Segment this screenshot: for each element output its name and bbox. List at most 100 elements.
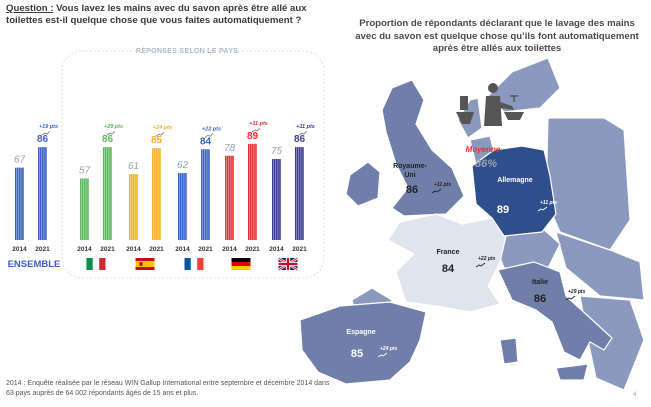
flag-stripe [231, 266, 251, 270]
france-shape [387, 213, 507, 313]
question-body: Vous lavez les mains avec du savon après… [6, 3, 307, 26]
bar-spain-2014 [129, 174, 138, 240]
flag-stripe [190, 258, 198, 270]
person-arm [500, 102, 514, 110]
person-body [484, 96, 502, 126]
spain-flag-icon [135, 258, 155, 270]
bar-value-label: 86 [37, 134, 49, 145]
bar-ensemble-2021 [38, 147, 47, 240]
country-name-uk: Uni [404, 172, 415, 179]
bar-ensemble-2014 [15, 167, 24, 240]
bar-spain-2021 [152, 148, 161, 240]
bar-year-label: 2014 [222, 246, 237, 253]
bar-value-label: 85 [151, 135, 163, 146]
bar-year-label: 2021 [149, 246, 164, 253]
trend-arrow-icon [377, 352, 388, 358]
spain-shape [299, 301, 427, 385]
flag-cross-red [278, 262, 298, 266]
country-value-italy: 86 [534, 293, 546, 305]
bar-change-label: +11 pts [296, 124, 315, 130]
bar-year-label: 2014 [269, 246, 284, 253]
country-change-uk: +11 pts [434, 182, 451, 188]
question-text: Question : Vous lavez les mains avec du … [6, 3, 331, 27]
country-value-spain: 85 [351, 348, 363, 360]
bar-value-label: 86 [294, 134, 306, 145]
country-change-germany: +11 pts [540, 200, 557, 206]
bar-value-label: 57 [79, 165, 91, 176]
country-name-spain: Espagne [346, 329, 375, 336]
bar-france-2014 [178, 173, 187, 240]
country-name-italy: Italie [532, 279, 548, 286]
bar-year-label: 2021 [100, 246, 115, 253]
italy-flag-icon [86, 258, 106, 270]
country-name-uk: Royaume- [393, 163, 428, 170]
question-label: Question : [6, 3, 54, 14]
map-title: Proportion de répondants déclarant que l… [355, 18, 639, 54]
panel-title: RÉPONSES SELON LE PAYS [135, 48, 239, 55]
flag-stripe [231, 262, 251, 266]
uk-shape [381, 79, 465, 217]
bar-year-label: 2014 [175, 246, 190, 253]
country-change-italy: +29 pts [568, 289, 586, 295]
bar-year-label: 2021 [292, 246, 307, 253]
trend-arrow-icon [475, 262, 486, 268]
trend-arrow-icon [565, 295, 576, 301]
bar-value-label: 62 [177, 160, 189, 171]
ensemble-label: ENSEMBLE [8, 259, 61, 270]
page-number: 4 [633, 392, 637, 398]
bar-change-label: +11 pts [249, 121, 268, 127]
flag-stripe [231, 258, 251, 262]
sink [504, 112, 524, 120]
country-change-france: +22 pts [478, 256, 496, 262]
bar-year-label: 2021 [245, 246, 260, 253]
toilet-tank [460, 96, 468, 110]
average-value: 86% [475, 158, 497, 170]
person-head [488, 83, 498, 93]
flag-emblem [139, 262, 143, 266]
bar-france-2021 [201, 149, 210, 240]
handwashing-icon [456, 83, 524, 126]
trend-arrow-icon [431, 188, 442, 194]
poland-shape [545, 117, 631, 251]
sardinia-shape [499, 337, 519, 365]
flag-stripe [92, 258, 100, 270]
bar-year-label: 2014 [126, 246, 141, 253]
uk-flag-icon [277, 256, 299, 272]
italy-shape [497, 261, 613, 361]
bar-italy-2014 [80, 178, 89, 240]
bar-year-label: 2021 [35, 246, 50, 253]
flag-stripe [86, 258, 93, 270]
sicily-shape [555, 363, 589, 381]
trend-arrow-icon [537, 206, 548, 212]
trend-arrow-icon [41, 130, 51, 136]
bar-value-label: 75 [271, 146, 283, 157]
flag-stripe [184, 258, 191, 270]
bar-chart: 67 2014 86 2021 +19 pts 57 2014 86 2021 +29 pts 61… [8, 50, 325, 279]
faucet [510, 95, 518, 102]
country-value-germany: 89 [497, 204, 509, 216]
trend-arrow-icon [204, 132, 214, 138]
bar-germany-2014 [225, 155, 234, 240]
bar-value-label: 89 [247, 131, 259, 142]
trend-arrow-icon [106, 130, 116, 136]
france-flag-icon [184, 258, 204, 270]
bar-change-label: +29 pts [104, 124, 123, 130]
trend-arrow-icon [155, 131, 165, 137]
trend-arrow-icon [251, 127, 261, 133]
country-change-spain: +24 pts [380, 346, 398, 352]
country-name-germany: Allemagne [497, 177, 533, 184]
flag-stripe [135, 261, 155, 267]
germany-flag-icon [231, 258, 251, 270]
bar-value-label: 61 [128, 161, 139, 172]
ireland-shape [345, 161, 381, 207]
bar-uk-2014 [272, 159, 281, 240]
bar-value-label: 78 [224, 143, 236, 154]
toilet-bowl [456, 112, 474, 124]
bar-change-label: +19 pts [39, 124, 58, 130]
trend-arrow-icon [298, 130, 308, 136]
flag-stripe [99, 258, 106, 270]
country-name-france: France [437, 249, 460, 256]
bar-germany-2021 [248, 143, 257, 240]
bar-uk-2021 [295, 147, 304, 240]
